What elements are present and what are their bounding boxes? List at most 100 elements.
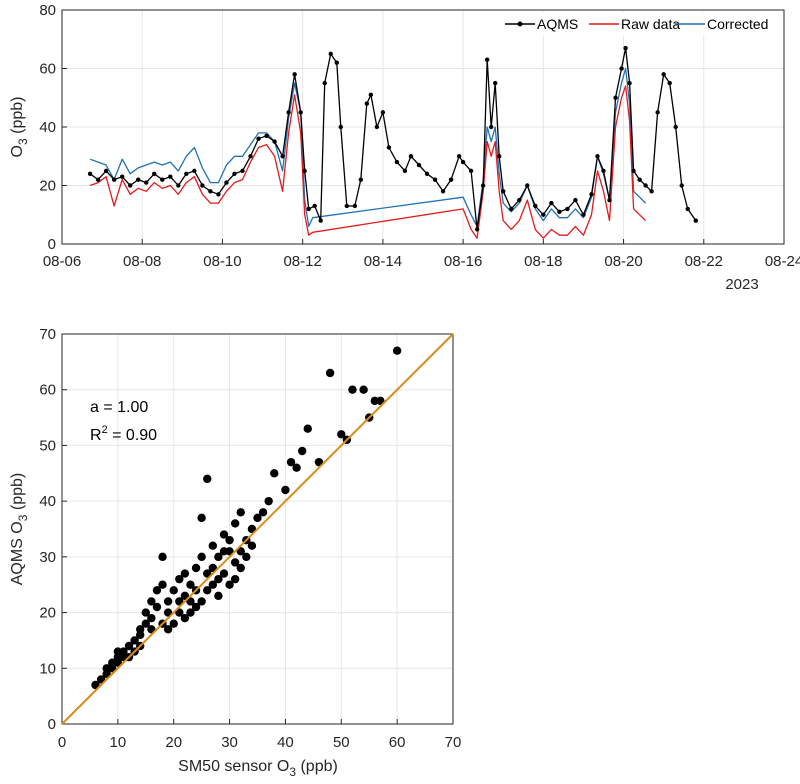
- scatter-point: [147, 597, 156, 606]
- sc-x-tick-label: 10: [110, 734, 127, 751]
- scatter-point: [225, 580, 234, 589]
- sc-x-tick-label: 70: [445, 734, 462, 751]
- aqms-point: [136, 177, 141, 182]
- ts-x-tick-label: 08-06: [43, 253, 81, 270]
- aqms-point: [619, 66, 624, 71]
- sc-y-tick-label: 70: [39, 326, 56, 343]
- ts-x-tick-label: 08-08: [123, 253, 161, 270]
- aqms-point: [493, 80, 498, 86]
- scatter-point: [113, 647, 123, 656]
- aqms-point: [280, 154, 285, 159]
- aqms-point: [509, 206, 514, 212]
- aqms-point: [302, 168, 307, 174]
- aqms-point: [152, 171, 157, 176]
- aqms-point: [272, 139, 277, 144]
- aqms-point: [595, 154, 600, 159]
- aqms-point: [549, 200, 554, 206]
- aqms-point: [168, 174, 173, 179]
- aqms-point: [256, 136, 261, 141]
- ts-x-tick-label: 08-20: [604, 253, 642, 270]
- aqms-point: [232, 171, 237, 176]
- aqms-point: [573, 197, 578, 203]
- sc-x-tick-label: 30: [221, 734, 238, 751]
- ts-y-tick-label: 0: [48, 236, 56, 253]
- aqms-point: [474, 227, 480, 232]
- series-line-corrected: [89, 67, 647, 228]
- aqms-point: [480, 183, 486, 188]
- scatter-point: [186, 580, 195, 589]
- scatter-point: [191, 563, 201, 573]
- scatter-point: [197, 552, 206, 562]
- scatter-point: [124, 641, 134, 651]
- sc-y-tick-label: 20: [39, 605, 56, 622]
- sc-x-tick-label: 0: [58, 734, 66, 751]
- aqms-point: [111, 177, 117, 182]
- timeseries-legend: AQMS Raw data Corrected: [503, 12, 782, 36]
- scatter-point: [208, 580, 218, 589]
- scatter-chart: 0 10 20 30 40 50 60 70 0 10 20 30 40 50 60 70 a = 1.00…: [9, 326, 461, 779]
- ts-x-tick-label: 08-16: [444, 253, 482, 270]
- scatter-point: [214, 591, 223, 601]
- aqms-point: [95, 177, 101, 182]
- aqms-point: [374, 124, 380, 130]
- aqms-point: [292, 72, 297, 77]
- aqms-point: [448, 177, 454, 182]
- aqms-point: [673, 124, 678, 130]
- aqms-point: [643, 183, 648, 188]
- annotation-r-squared: R2 = 0.90: [90, 424, 157, 444]
- scatter-point: [186, 608, 195, 617]
- scatter-point: [286, 457, 296, 467]
- scatter-points: [91, 346, 402, 690]
- aqms-point: [667, 80, 672, 86]
- aqms-point: [533, 203, 538, 209]
- series-line-aqms: [89, 47, 697, 231]
- scatter-point: [359, 385, 368, 394]
- scatter-point: [392, 346, 402, 355]
- sc-y-tick-label: 60: [39, 382, 56, 399]
- scatter-point: [180, 613, 190, 623]
- aqms-point: [368, 92, 374, 98]
- scatter-point: [219, 530, 229, 539]
- aqms-point: [184, 171, 189, 176]
- legend-aqms-label: AQMS: [537, 16, 578, 32]
- aqms-point: [402, 168, 408, 174]
- ts-x-tick-label: 08-12: [283, 253, 321, 270]
- scatter-point: [303, 424, 312, 433]
- ts-y-tick-label: 20: [39, 178, 56, 195]
- aqms-point: [581, 212, 586, 217]
- scatter-point: [197, 597, 206, 606]
- aqms-point: [565, 206, 570, 212]
- scatter-point: [270, 469, 279, 478]
- aqms-point: [693, 218, 698, 223]
- sc-y-tick-label: 50: [39, 437, 56, 454]
- scatter-y-axis-label: AQMS O3 (ppb): [9, 473, 30, 586]
- scatter-fit-line: [61, 333, 454, 725]
- timeseries-chart: 0 20 40 60 80 08-06 08-08 08-10 08-12 08-14 08-16…: [9, 2, 800, 293]
- scatter-point: [203, 474, 212, 484]
- aqms-point: [127, 183, 133, 188]
- legend-raw-label: Raw data: [621, 16, 680, 32]
- scatter-point: [163, 597, 173, 606]
- timeseries-y-ticks: 0 20 40 60 80: [39, 2, 67, 253]
- aqms-point: [497, 154, 502, 159]
- scatter-point: [219, 569, 229, 578]
- aqms-point: [286, 110, 291, 115]
- timeseries-year-label: 2023: [725, 276, 758, 293]
- aqms-point: [386, 145, 392, 150]
- sc-y-tick-label: 0: [48, 716, 56, 733]
- aqms-point: [456, 154, 462, 159]
- scatter-point: [242, 552, 251, 562]
- aqms-point: [344, 203, 349, 209]
- aqms-point: [589, 192, 594, 197]
- aqms-point: [334, 60, 339, 65]
- aqms-point: [144, 180, 149, 185]
- aqms-point: [655, 110, 660, 115]
- aqms-point: [352, 203, 358, 209]
- scatter-point: [152, 602, 162, 612]
- scatter-point: [158, 580, 167, 589]
- aqms-point: [103, 168, 109, 174]
- scatter-point: [253, 513, 262, 523]
- scatter-point: [230, 558, 240, 567]
- scatter-point: [325, 368, 335, 378]
